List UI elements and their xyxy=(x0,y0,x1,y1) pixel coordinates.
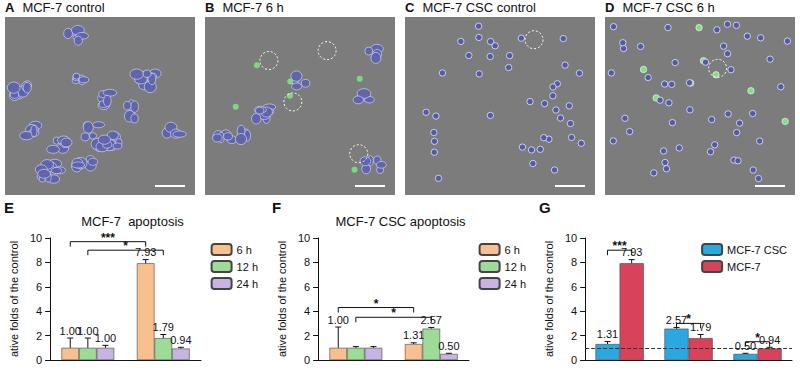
svg-text:10: 10 xyxy=(565,232,577,244)
svg-text:1.31: 1.31 xyxy=(403,329,424,341)
html-text:A: A xyxy=(5,0,15,15)
html-text:MCF-7 CSC control: MCF-7 CSC control xyxy=(422,0,536,15)
svg-text:2.57: 2.57 xyxy=(420,313,442,326)
svg-text:12 h: 12 h xyxy=(237,261,258,273)
svg-text:*: * xyxy=(123,239,128,253)
svg-text:*: * xyxy=(686,312,691,326)
svg-text:6: 6 xyxy=(304,281,310,293)
html-text:C: C xyxy=(405,0,415,15)
svg-text:1.00: 1.00 xyxy=(77,324,99,337)
html-text:D: D xyxy=(605,0,615,15)
svg-text:1.79: 1.79 xyxy=(153,321,174,333)
svg-text:MCF-7: MCF-7 xyxy=(727,261,761,273)
svg-text:***: *** xyxy=(613,239,627,253)
svg-text:*: * xyxy=(755,331,760,345)
svg-text:0.94: 0.94 xyxy=(758,333,781,346)
svg-text:8: 8 xyxy=(571,256,577,268)
svg-text:E: E xyxy=(4,199,14,216)
svg-text:MCF-7 apoptosis: MCF-7 apoptosis xyxy=(81,214,184,229)
svg-text:1.00: 1.00 xyxy=(59,324,81,337)
svg-text:4: 4 xyxy=(36,305,42,317)
svg-text:ative folds of the control: ative folds of the control xyxy=(276,241,288,357)
html-text:MCF-7 6 h: MCF-7 6 h xyxy=(222,0,284,15)
html-text:MCF-7 CSC 6 h: MCF-7 CSC 6 h xyxy=(622,0,715,15)
svg-text:12 h: 12 h xyxy=(505,261,526,273)
svg-text:0.50: 0.50 xyxy=(438,340,459,352)
svg-text:8: 8 xyxy=(304,256,310,268)
svg-text:ative folds of the control: ative folds of the control xyxy=(8,241,20,357)
svg-text:*: * xyxy=(391,306,396,320)
svg-text:2: 2 xyxy=(571,330,577,342)
svg-text:24 h: 24 h xyxy=(237,278,258,290)
svg-text:2: 2 xyxy=(304,330,310,342)
svg-text:G: G xyxy=(539,199,551,216)
svg-text:6: 6 xyxy=(36,281,42,293)
svg-text:0: 0 xyxy=(304,354,310,366)
svg-text:ative folds of the control: ative folds of the control xyxy=(543,241,555,357)
svg-text:6 h: 6 h xyxy=(237,244,252,256)
svg-text:7.93: 7.93 xyxy=(621,246,643,259)
svg-text:MCF-7 CSC apoptosis: MCF-7 CSC apoptosis xyxy=(335,214,466,229)
svg-text:1.00: 1.00 xyxy=(328,314,349,326)
svg-text:8: 8 xyxy=(36,256,42,268)
svg-text:10: 10 xyxy=(298,232,310,244)
svg-text:6: 6 xyxy=(571,281,577,293)
svg-text:2.57: 2.57 xyxy=(665,313,688,326)
svg-text:6 h: 6 h xyxy=(505,244,520,256)
svg-text:0: 0 xyxy=(36,354,42,366)
svg-text:F: F xyxy=(272,199,281,216)
svg-text:0: 0 xyxy=(571,354,577,366)
svg-text:24 h: 24 h xyxy=(505,278,526,290)
svg-text:*: * xyxy=(374,297,379,311)
html-text:B: B xyxy=(205,0,215,15)
svg-text:1.79: 1.79 xyxy=(689,321,712,333)
svg-text:2: 2 xyxy=(36,330,42,342)
svg-text:1.31: 1.31 xyxy=(597,328,618,340)
svg-text:0.94: 0.94 xyxy=(170,334,191,346)
svg-text:1.00: 1.00 xyxy=(95,332,116,344)
svg-text:4: 4 xyxy=(304,305,310,317)
svg-text:MCF-7 CSC: MCF-7 CSC xyxy=(727,244,787,256)
svg-text:4: 4 xyxy=(571,305,577,317)
svg-text:7.93: 7.93 xyxy=(135,246,156,258)
html-text:MCF-7 control: MCF-7 control xyxy=(22,0,105,15)
svg-text:***: *** xyxy=(101,231,115,245)
svg-text:0.50: 0.50 xyxy=(734,339,757,352)
svg-text:10: 10 xyxy=(30,232,42,244)
